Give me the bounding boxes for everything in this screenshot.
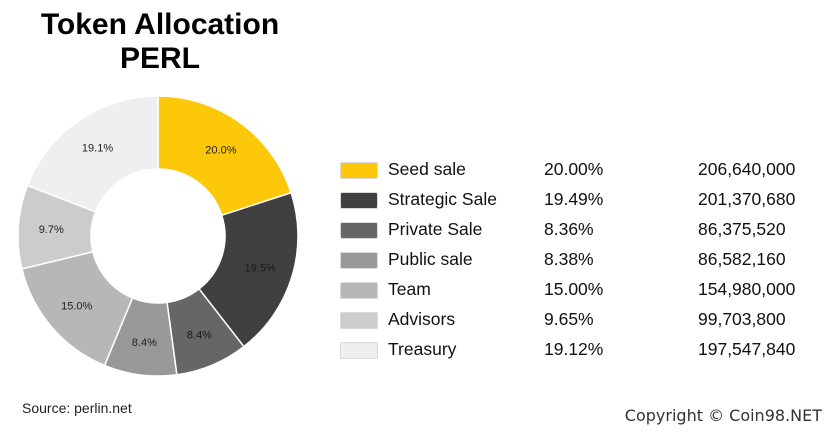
legend-label-team: Team [388,279,431,299]
legend-percent-advisors: 9.65% [544,309,594,329]
legend-swatch-private-sale [340,222,378,239]
source-note: Source: perlin.net [22,400,132,416]
title-line-2: PERL [119,42,200,75]
slice-strategic-sale [198,191,299,348]
legend-percent-public-sale: 8.38% [544,249,594,269]
chart-title: Token Allocation PERL [10,8,310,76]
legend-row-strategic-sale: Strategic Sale 19.49% 201,370,680 [338,186,828,216]
slice-label-team: 15.0% [61,301,92,313]
legend-amount-private-sale: 86,375,520 [698,219,786,239]
legend-amount-strategic-sale: 201,370,680 [698,189,796,209]
slice-label-public-sale: 8.4% [132,337,157,349]
legend-row-private-sale: Private Sale 8.36% 86,375,520 [338,216,828,246]
legend-label-public-sale: Public sale [388,249,473,269]
legend-amount-treasury: 197,547,840 [698,339,796,359]
legend-swatch-seed-sale [340,162,378,179]
legend-row-advisors: Advisors 9.65% 99,703,800 [338,306,828,336]
legend-label-seed-sale: Seed sale [388,159,466,179]
legend-swatch-public-sale [340,252,378,269]
slice-label-treasury: 19.1% [82,143,113,155]
donut-chart: 20.0% 19.5% 8.4% 8.4% 15.0% 9.7% 19.1% [17,95,299,377]
legend-percent-seed-sale: 20.00% [544,159,604,179]
legend-percent-strategic-sale: 19.49% [544,189,604,209]
legend-amount-team: 154,980,000 [698,279,796,299]
legend-percent-private-sale: 8.36% [544,219,594,239]
legend-percent-treasury: 19.12% [544,339,604,359]
legend-row-seed-sale: Seed sale 20.00% 206,640,000 [338,156,828,186]
legend-label-treasury: Treasury [388,339,457,359]
slice-label-strategic-sale: 19.5% [245,262,276,274]
legend-swatch-treasury [340,342,378,359]
legend-row-public-sale: Public sale 8.38% 86,582,160 [338,246,828,276]
legend-swatch-strategic-sale [340,192,378,209]
legend-amount-seed-sale: 206,640,000 [698,159,796,179]
legend-swatch-team [340,282,378,299]
legend-amount-public-sale: 86,582,160 [698,249,786,269]
legend-row-team: Team 15.00% 154,980,000 [338,276,828,306]
slice-label-private-sale: 8.4% [187,330,212,342]
slice-label-seed-sale: 20.0% [205,144,236,156]
copyright-note: Copyright © Coin98.NET [624,406,822,425]
legend-percent-team: 15.00% [544,279,604,299]
legend-row-treasury: Treasury 19.12% 197,547,840 [338,336,828,366]
title-line-1: Token Allocation [40,8,280,41]
legend-label-strategic-sale: Strategic Sale [388,189,497,209]
legend-amount-advisors: 99,703,800 [698,309,786,329]
legend-label-advisors: Advisors [388,309,456,329]
legend-table: Seed sale 20.00% 206,640,000 Strategic Sale… [338,156,828,366]
legend-swatch-advisors [340,312,378,329]
legend-label-private-sale: Private Sale [388,219,483,239]
slice-treasury [26,95,159,213]
slice-seed-sale [157,95,293,217]
slice-label-advisors: 9.7% [39,224,64,236]
